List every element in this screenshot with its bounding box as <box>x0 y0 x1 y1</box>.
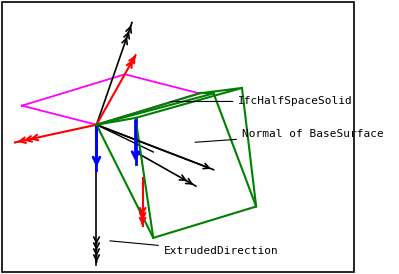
Text: ExtrudedDirection: ExtrudedDirection <box>110 241 279 256</box>
Text: Normal of BaseSurface: Normal of BaseSurface <box>195 129 384 142</box>
Text: IfcHalfSpaceSolid: IfcHalfSpaceSolid <box>170 96 353 106</box>
